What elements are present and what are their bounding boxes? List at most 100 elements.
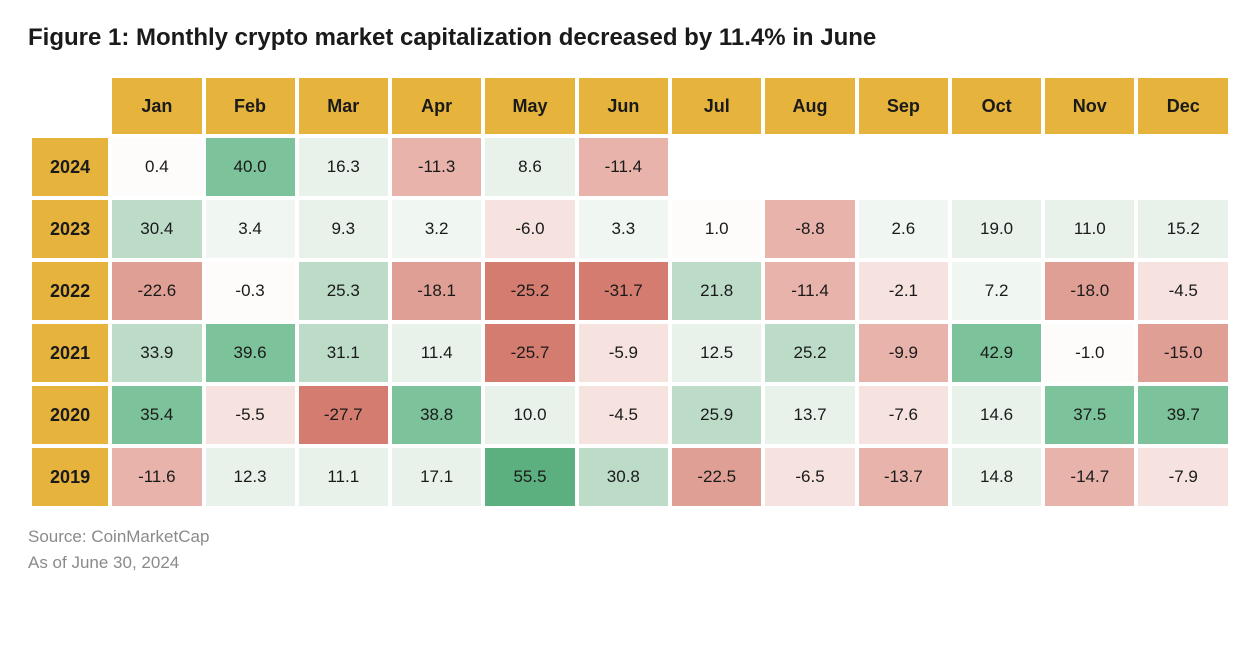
row-header: 2023 xyxy=(32,200,108,258)
source-line: Source: CoinMarketCap xyxy=(28,524,1232,550)
heatmap-cell: -22.6 xyxy=(112,262,201,320)
heatmap-cell: 19.0 xyxy=(952,200,1041,258)
heatmap-cell: -13.7 xyxy=(859,448,948,506)
col-header: Sep xyxy=(859,78,948,134)
heatmap-cell: 14.6 xyxy=(952,386,1041,444)
heatmap-cell: -11.3 xyxy=(392,138,481,196)
heatmap-cell: 9.3 xyxy=(299,200,388,258)
header-row: JanFebMarAprMayJunJulAugSepOctNovDec xyxy=(32,78,1228,134)
heatmap-cell xyxy=(952,138,1041,196)
heatmap-cell: -31.7 xyxy=(579,262,668,320)
heatmap-cell: -2.1 xyxy=(859,262,948,320)
col-header: Apr xyxy=(392,78,481,134)
heatmap-cell: 16.3 xyxy=(299,138,388,196)
heatmap-cell: 17.1 xyxy=(392,448,481,506)
heatmap-cell: -7.9 xyxy=(1138,448,1228,506)
heatmap-cell: -15.0 xyxy=(1138,324,1228,382)
heatmap-cell: 35.4 xyxy=(112,386,201,444)
table-row: 202035.4-5.5-27.738.810.0-4.525.913.7-7.… xyxy=(32,386,1228,444)
col-header: Dec xyxy=(1138,78,1228,134)
heatmap-cell: 42.9 xyxy=(952,324,1041,382)
heatmap-cell: -6.0 xyxy=(485,200,574,258)
heatmap-cell xyxy=(1045,138,1134,196)
heatmap-cell: 12.5 xyxy=(672,324,761,382)
heatmap-cell: 0.4 xyxy=(112,138,201,196)
heatmap-cell: -11.4 xyxy=(579,138,668,196)
heatmap-cell xyxy=(1138,138,1228,196)
heatmap-cell: 55.5 xyxy=(485,448,574,506)
row-header: 2020 xyxy=(32,386,108,444)
heatmap-cell: 25.9 xyxy=(672,386,761,444)
table-row: 20240.440.016.3-11.38.6-11.4 xyxy=(32,138,1228,196)
heatmap-cell: -7.6 xyxy=(859,386,948,444)
heatmap-cell: 8.6 xyxy=(485,138,574,196)
heatmap-cell: -9.9 xyxy=(859,324,948,382)
heatmap-cell: -22.5 xyxy=(672,448,761,506)
table-row: 202330.43.49.33.2-6.03.31.0-8.82.619.011… xyxy=(32,200,1228,258)
heatmap-cell: 31.1 xyxy=(299,324,388,382)
heatmap-cell: -8.8 xyxy=(765,200,854,258)
row-header: 2022 xyxy=(32,262,108,320)
heatmap-cell: 33.9 xyxy=(112,324,201,382)
heatmap-cell: -25.7 xyxy=(485,324,574,382)
heatmap-cell: -18.1 xyxy=(392,262,481,320)
row-header: 2024 xyxy=(32,138,108,196)
heatmap-cell: 10.0 xyxy=(485,386,574,444)
heatmap-cell: 3.4 xyxy=(206,200,295,258)
heatmap-cell xyxy=(765,138,854,196)
heatmap-cell: 11.0 xyxy=(1045,200,1134,258)
col-header: May xyxy=(485,78,574,134)
table-row: 2022-22.6-0.325.3-18.1-25.2-31.721.8-11.… xyxy=(32,262,1228,320)
heatmap-cell: 1.0 xyxy=(672,200,761,258)
asof-line: As of June 30, 2024 xyxy=(28,550,1232,576)
row-header: 2019 xyxy=(32,448,108,506)
heatmap-cell: 30.4 xyxy=(112,200,201,258)
heatmap-cell: -6.5 xyxy=(765,448,854,506)
table-row: 202133.939.631.111.4-25.7-5.912.525.2-9.… xyxy=(32,324,1228,382)
col-header: Jul xyxy=(672,78,761,134)
heatmap-cell: -25.2 xyxy=(485,262,574,320)
heatmap-cell: -11.6 xyxy=(112,448,201,506)
heatmap-table: JanFebMarAprMayJunJulAugSepOctNovDec 202… xyxy=(28,74,1232,510)
col-header: Jan xyxy=(112,78,201,134)
heatmap-cell: 39.7 xyxy=(1138,386,1228,444)
heatmap-cell: 21.8 xyxy=(672,262,761,320)
heatmap-body: 20240.440.016.3-11.38.6-11.4202330.43.49… xyxy=(32,138,1228,506)
heatmap-cell: 14.8 xyxy=(952,448,1041,506)
heatmap-cell: 25.2 xyxy=(765,324,854,382)
col-header: Nov xyxy=(1045,78,1134,134)
heatmap-cell: -27.7 xyxy=(299,386,388,444)
heatmap-cell: 2.6 xyxy=(859,200,948,258)
heatmap-cell: 3.3 xyxy=(579,200,668,258)
heatmap-cell: 7.2 xyxy=(952,262,1041,320)
heatmap-cell: -14.7 xyxy=(1045,448,1134,506)
heatmap-cell: -4.5 xyxy=(1138,262,1228,320)
table-row: 2019-11.612.311.117.155.530.8-22.5-6.5-1… xyxy=(32,448,1228,506)
heatmap-cell: 11.1 xyxy=(299,448,388,506)
heatmap-cell: 13.7 xyxy=(765,386,854,444)
heatmap-cell: 38.8 xyxy=(392,386,481,444)
figure-footer: Source: CoinMarketCap As of June 30, 202… xyxy=(28,524,1232,577)
heatmap-cell: 12.3 xyxy=(206,448,295,506)
heatmap-cell: 25.3 xyxy=(299,262,388,320)
corner-cell xyxy=(32,78,108,134)
heatmap-cell: -5.9 xyxy=(579,324,668,382)
row-header: 2021 xyxy=(32,324,108,382)
heatmap-cell xyxy=(859,138,948,196)
heatmap-cell: -18.0 xyxy=(1045,262,1134,320)
col-header: Aug xyxy=(765,78,854,134)
heatmap-cell: -11.4 xyxy=(765,262,854,320)
col-header: Feb xyxy=(206,78,295,134)
col-header: Jun xyxy=(579,78,668,134)
heatmap-cell: -4.5 xyxy=(579,386,668,444)
heatmap-cell: -5.5 xyxy=(206,386,295,444)
heatmap-cell: -1.0 xyxy=(1045,324,1134,382)
heatmap-cell: -0.3 xyxy=(206,262,295,320)
heatmap-cell: 30.8 xyxy=(579,448,668,506)
figure-title: Figure 1: Monthly crypto market capitali… xyxy=(28,24,1232,52)
heatmap-cell xyxy=(672,138,761,196)
heatmap-cell: 3.2 xyxy=(392,200,481,258)
heatmap-cell: 40.0 xyxy=(206,138,295,196)
heatmap-cell: 39.6 xyxy=(206,324,295,382)
heatmap-cell: 15.2 xyxy=(1138,200,1228,258)
